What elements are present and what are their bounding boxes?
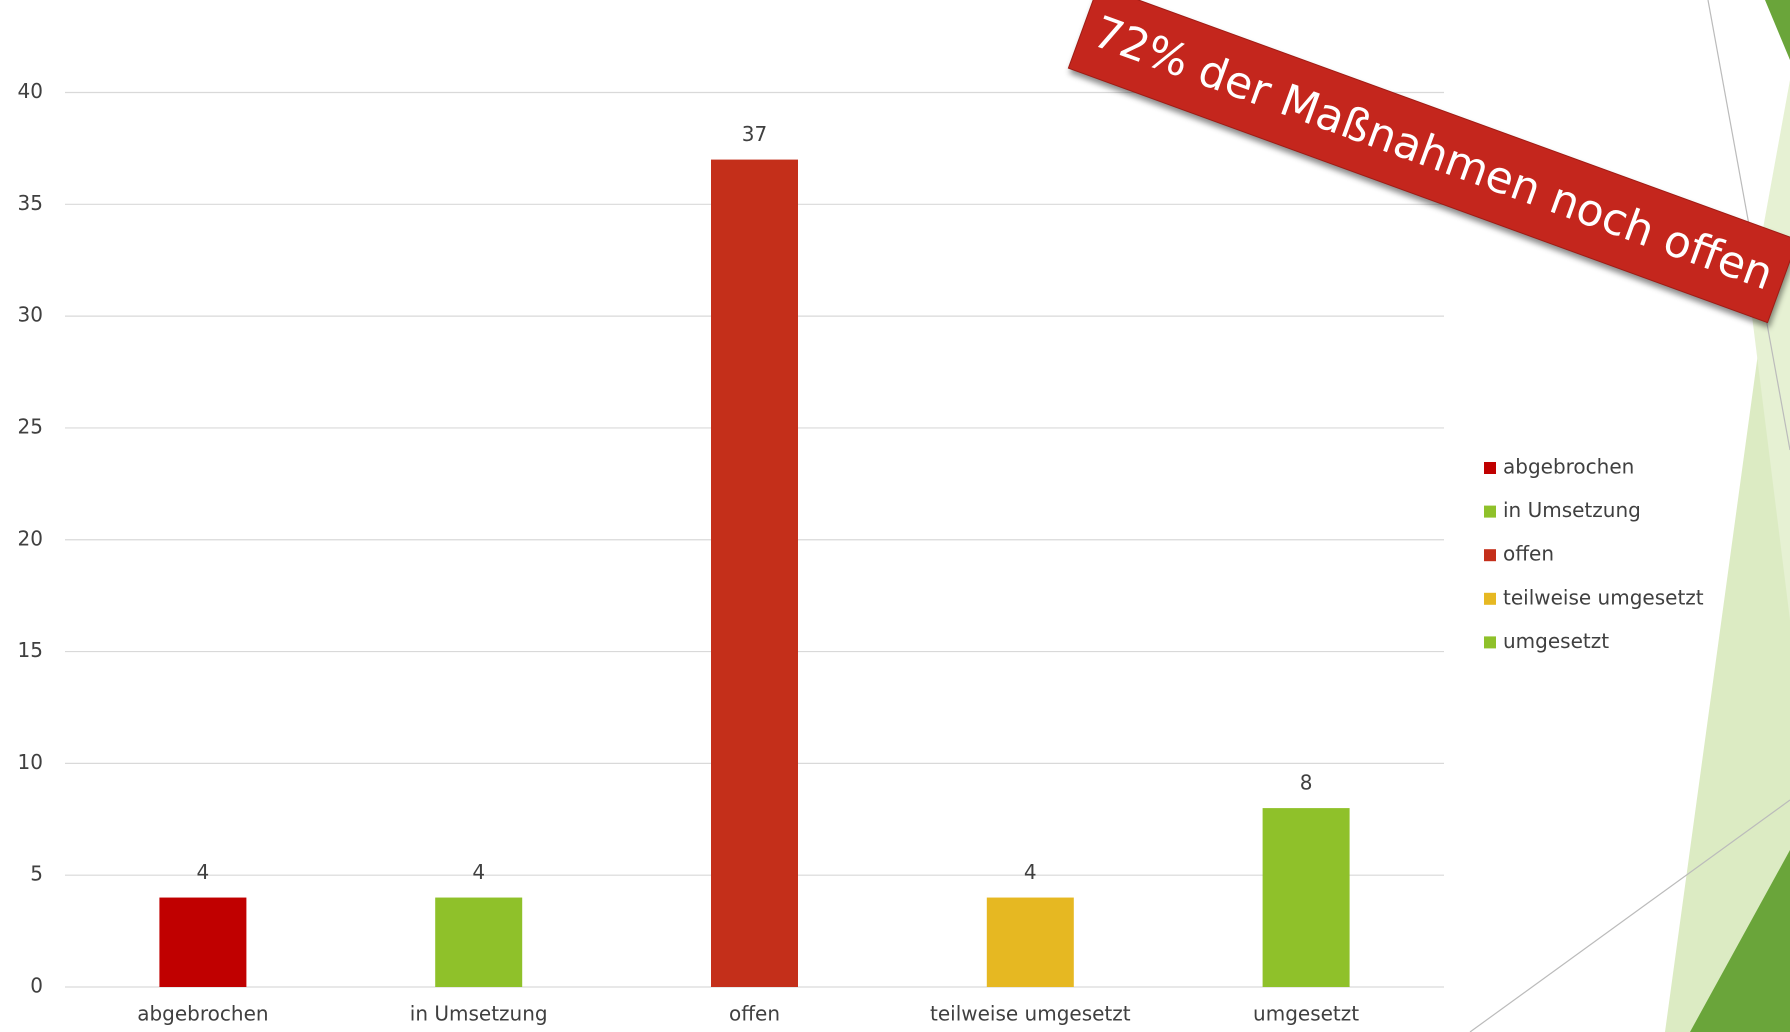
data-label: 4 — [197, 860, 210, 884]
y-tick-label: 40 — [18, 79, 43, 103]
banner-text: 72% der Maßnahmen noch offen — [1087, 7, 1780, 301]
legend-swatch — [1484, 549, 1496, 562]
bar — [159, 897, 247, 987]
x-tick-label: offen — [729, 1002, 780, 1026]
x-tick-label: umgesetzt — [1253, 1002, 1359, 1026]
bar — [1262, 808, 1350, 987]
bar — [711, 159, 798, 987]
deco-shape — [1765, 0, 1790, 60]
y-tick-label: 10 — [18, 750, 43, 774]
bar — [986, 897, 1074, 987]
legend-label: offen — [1503, 542, 1554, 566]
deco-shape — [1750, 80, 1790, 620]
y-tick-label: 15 — [18, 638, 43, 662]
banner-box — [1067, 0, 1790, 324]
decoration — [1469, 0, 1790, 1032]
data-label: 4 — [472, 860, 485, 884]
legend-swatch — [1484, 592, 1496, 605]
x-tick-label: in Umsetzung — [410, 1002, 548, 1026]
legend-swatch — [1484, 636, 1496, 649]
y-tick-label: 0 — [30, 974, 43, 998]
y-tick-label: 25 — [18, 414, 43, 438]
y-tick-label: 5 — [30, 862, 43, 886]
legend-label: in Umsetzung — [1503, 498, 1641, 522]
data-label: 37 — [742, 122, 767, 146]
x-tick-label: teilweise umgesetzt — [930, 1002, 1131, 1026]
deco-shape — [1690, 850, 1790, 1032]
y-tick-label: 20 — [18, 526, 43, 550]
bar — [435, 897, 523, 987]
y-tick-label: 35 — [18, 191, 43, 215]
deco-line — [1469, 799, 1790, 1032]
data-label: 4 — [1024, 860, 1037, 884]
banner: 72% der Maßnahmen noch offen — [1067, 0, 1790, 324]
data-label: 8 — [1300, 771, 1313, 795]
legend-swatch — [1484, 505, 1496, 518]
legend-swatch — [1484, 462, 1496, 474]
legend-label: teilweise umgesetzt — [1503, 585, 1704, 609]
legend-label: abgebrochen — [1503, 455, 1634, 479]
legend-label: umgesetzt — [1503, 629, 1609, 653]
plot: 0 5 10 15 20 25 30 35 40 abgebrochen 4 in Umsetzung… — [18, 79, 1704, 1026]
x-tick-label: abgebrochen — [137, 1002, 268, 1026]
y-tick-label: 30 — [18, 303, 43, 327]
